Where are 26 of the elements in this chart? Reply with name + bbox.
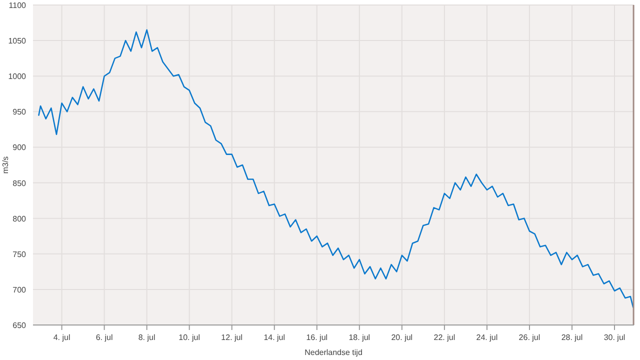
x-tick-label: 16. jul: [306, 333, 328, 342]
x-tick-label: 8. jul: [138, 333, 156, 342]
y-tick-label: 950: [12, 108, 27, 117]
x-tick-label: 10. jul: [178, 333, 200, 342]
x-tick-label: 22. jul: [434, 333, 456, 342]
y-tick-label: 850: [12, 178, 27, 188]
y-tick-label: 700: [12, 285, 27, 294]
x-tick-label: 6. jul: [96, 333, 113, 342]
y-tick-label: 1050: [8, 36, 27, 46]
x-axis-title: Nederlandse tijd: [304, 348, 362, 357]
x-tick-label: 24. jul: [476, 333, 498, 342]
y-tick-label: 1000: [8, 72, 27, 82]
x-tick-label: 30. jul: [604, 333, 626, 342]
x-tick-label: 4. jul: [53, 333, 70, 342]
x-tick-label: 20. jul: [391, 333, 413, 342]
x-tick-label: 14. jul: [264, 333, 286, 342]
x-tick-label: 26. jul: [518, 333, 540, 342]
y-tick-label: 1100: [8, 1, 27, 10]
x-tick-label: 12. jul: [221, 333, 243, 342]
y-tick-label: 800: [12, 214, 27, 224]
y-tick-label: 900: [12, 143, 27, 152]
y-tick-label: 750: [12, 250, 27, 259]
y-axis-title: m3/s: [1, 156, 10, 174]
y-tick-label: 650: [12, 321, 27, 330]
x-tick-label: 18. jul: [348, 333, 370, 342]
x-tick-label: 28. jul: [561, 333, 583, 342]
